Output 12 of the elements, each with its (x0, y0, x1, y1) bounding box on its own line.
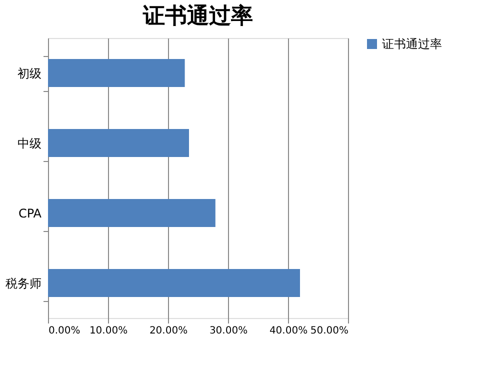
x-tick-label: 20.00% (149, 326, 188, 336)
x-tick-label: 30.00% (209, 326, 248, 336)
x-tick-label: 50.00% (310, 326, 348, 336)
y-tick-label: 中级 (18, 136, 42, 150)
x-tick-label: 0.00% (48, 326, 80, 336)
legend-label: 证书通过率 (382, 37, 442, 51)
x-tick-label: 10.00% (89, 326, 128, 336)
y-tick-label: 初级 (18, 66, 42, 80)
y-tick-label: 税务师 (6, 276, 42, 290)
x-tick-label: 40.00% (269, 326, 308, 336)
y-tick-label: CPA (18, 206, 42, 220)
chart-title: 证书通过率 (142, 3, 253, 29)
